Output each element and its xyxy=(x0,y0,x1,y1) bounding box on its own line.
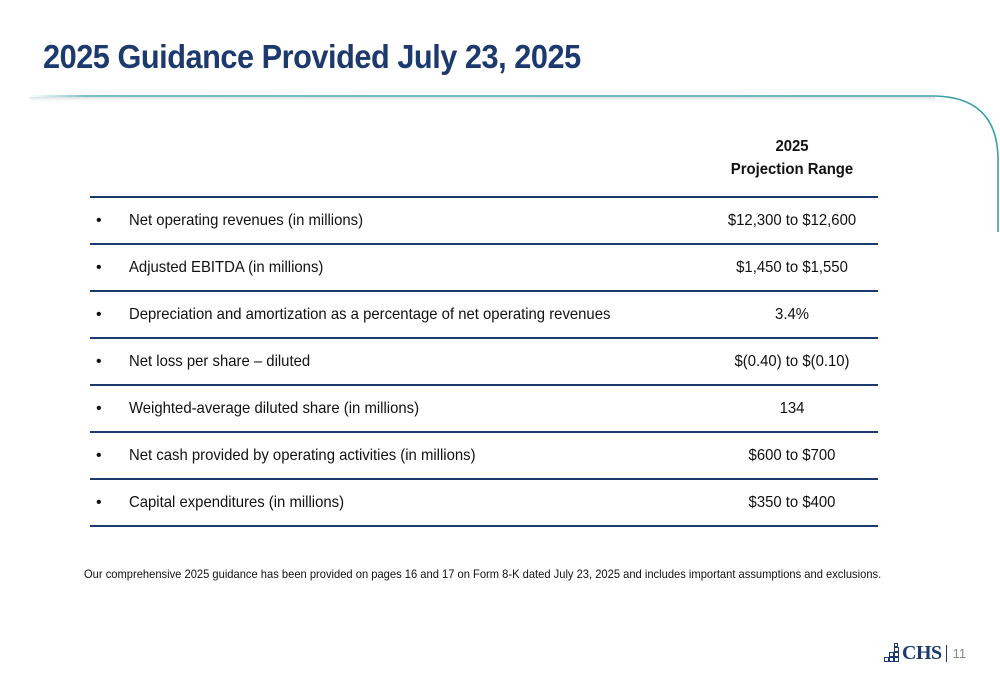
bullet-icon: • xyxy=(96,494,102,511)
table-row: • Capital expenditures (in millions) $35… xyxy=(90,480,878,527)
bullet-icon: • xyxy=(96,306,102,323)
slide-title: 2025 Guidance Provided July 23, 2025 xyxy=(43,38,581,75)
bullet-icon: • xyxy=(96,447,102,464)
row-label: Net operating revenues (in millions) xyxy=(129,212,364,229)
table-row: • Adjusted EBITDA (in millions) $1,450 t… xyxy=(90,245,878,292)
chs-logo: CHS 11 xyxy=(884,641,966,665)
row-label: Weighted-average diluted share (in milli… xyxy=(129,400,420,417)
header-rule xyxy=(90,196,878,198)
row-value: $1,450 to $1,550 xyxy=(736,259,848,276)
table-row: • Weighted-average diluted share (in mil… xyxy=(90,386,878,433)
row-value: 3.4% xyxy=(775,306,809,323)
row-label: Adjusted EBITDA (in millions) xyxy=(129,259,324,276)
projection-range-header: 2025 Projection Range xyxy=(730,138,854,178)
bullet-icon: • xyxy=(96,353,102,370)
row-value: $12,300 to $12,600 xyxy=(727,212,857,229)
row-value: $600 to $700 xyxy=(748,447,836,464)
row-value: $(0.40) to $(0.10) xyxy=(734,353,850,370)
footnote: Our comprehensive 2025 guidance has been… xyxy=(84,567,882,581)
table-row: • Net cash provided by operating activit… xyxy=(90,433,878,480)
decorative-teal-line xyxy=(30,95,999,232)
logo-blocks-icon xyxy=(884,643,899,662)
table-row: • Net loss per share – diluted $(0.40) t… xyxy=(90,339,878,386)
table-body: • Net operating revenues (in millions) $… xyxy=(90,198,878,527)
row-label: Depreciation and amortization as a perce… xyxy=(129,306,611,323)
row-label: Capital expenditures (in millions) xyxy=(129,494,345,511)
row-label: Net loss per share – diluted xyxy=(129,353,311,370)
logo-divider xyxy=(945,644,947,662)
logo-text: CHS xyxy=(902,641,942,664)
bullet-icon: • xyxy=(96,212,102,229)
table-row: • Depreciation and amortization as a per… xyxy=(90,292,878,339)
page-number: 11 xyxy=(952,645,967,661)
row-value: $350 to $400 xyxy=(748,494,836,511)
bullet-icon: • xyxy=(96,400,102,417)
bullet-icon: • xyxy=(96,259,102,276)
table-row: • Net operating revenues (in millions) $… xyxy=(90,198,878,245)
row-label: Net cash provided by operating activitie… xyxy=(129,447,476,464)
row-value: 134 xyxy=(779,400,805,417)
